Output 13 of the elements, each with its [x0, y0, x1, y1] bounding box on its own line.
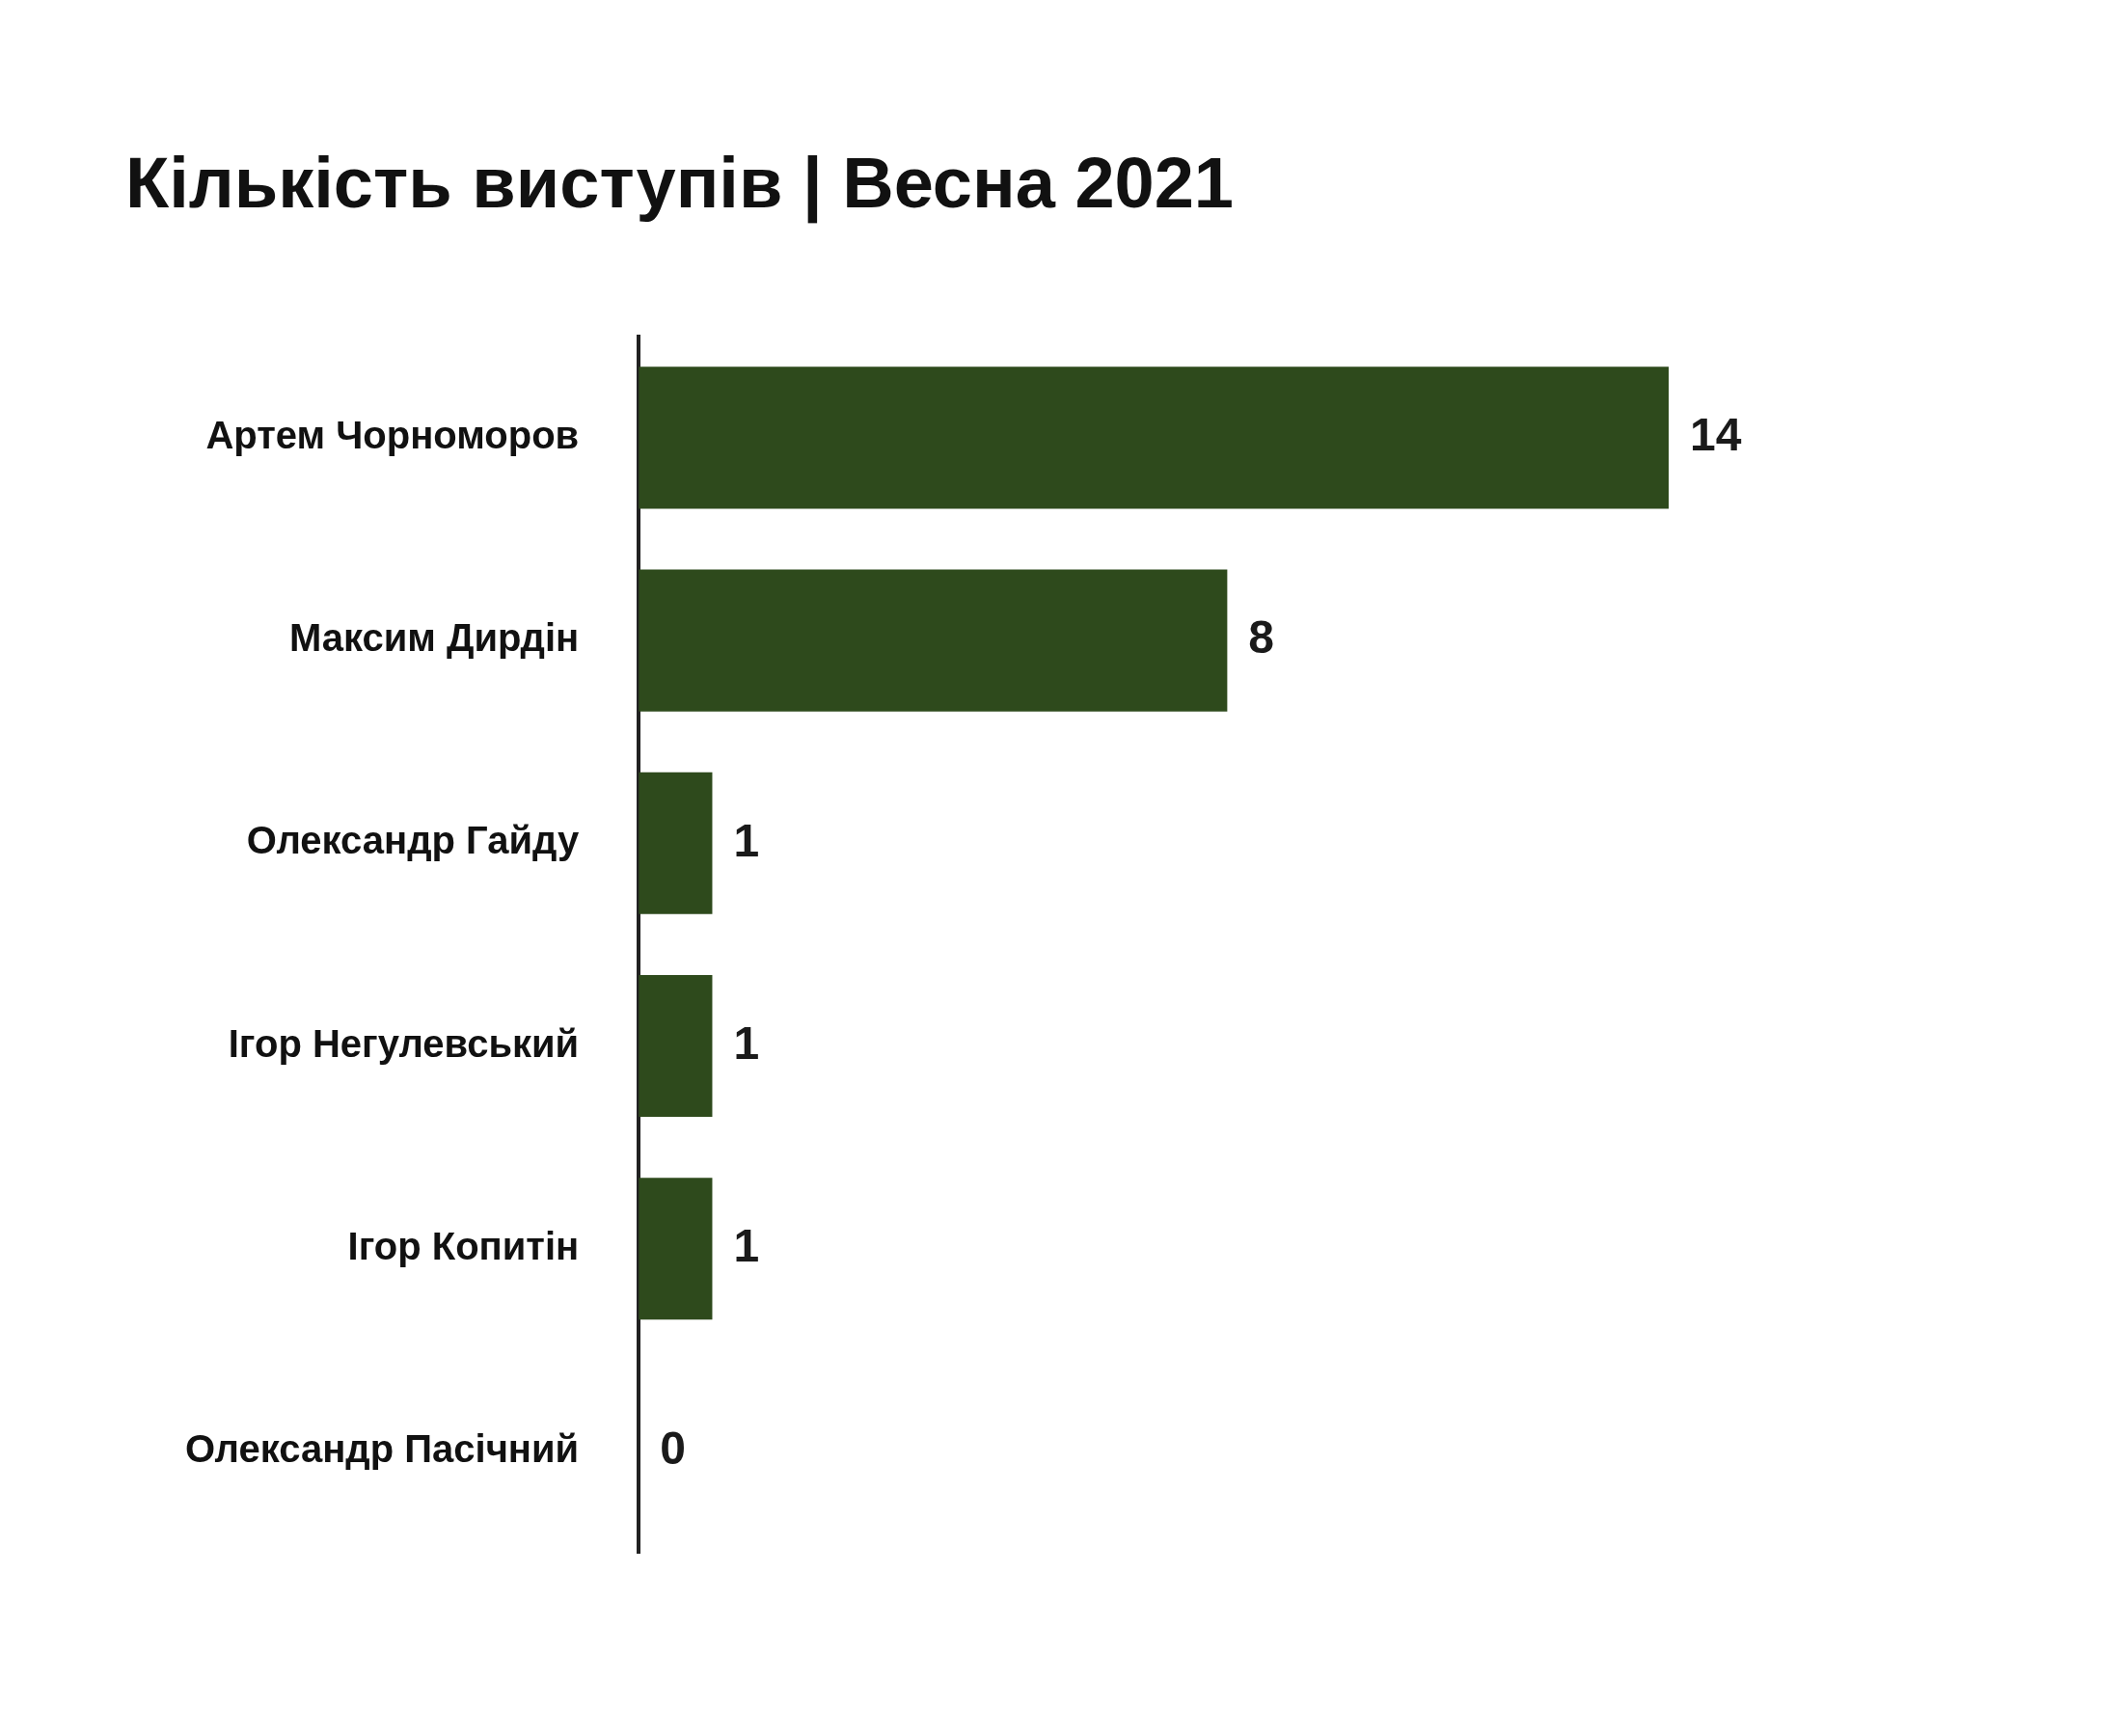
- y-tick-label: Ігор Негулевський: [228, 1021, 580, 1065]
- y-tick-label: Максим Дирдін: [288, 616, 580, 660]
- data-label: 14: [1690, 409, 1742, 461]
- data-label: 1: [733, 814, 760, 866]
- y-tick-label: Ігор Копитін: [347, 1224, 580, 1267]
- y-tick-label: Артем Чорноморов: [205, 413, 580, 456]
- data-label: 1: [733, 1219, 760, 1271]
- data-label: 0: [660, 1423, 686, 1475]
- y-tick-label: Олександр Гайду: [246, 819, 580, 862]
- y-tick-label: Олександр Пасічний: [185, 1426, 580, 1470]
- data-label: 8: [1248, 611, 1275, 664]
- chart-title: Кількість виступів | Весна 2021: [125, 142, 1235, 224]
- data-label: 1: [733, 1017, 760, 1069]
